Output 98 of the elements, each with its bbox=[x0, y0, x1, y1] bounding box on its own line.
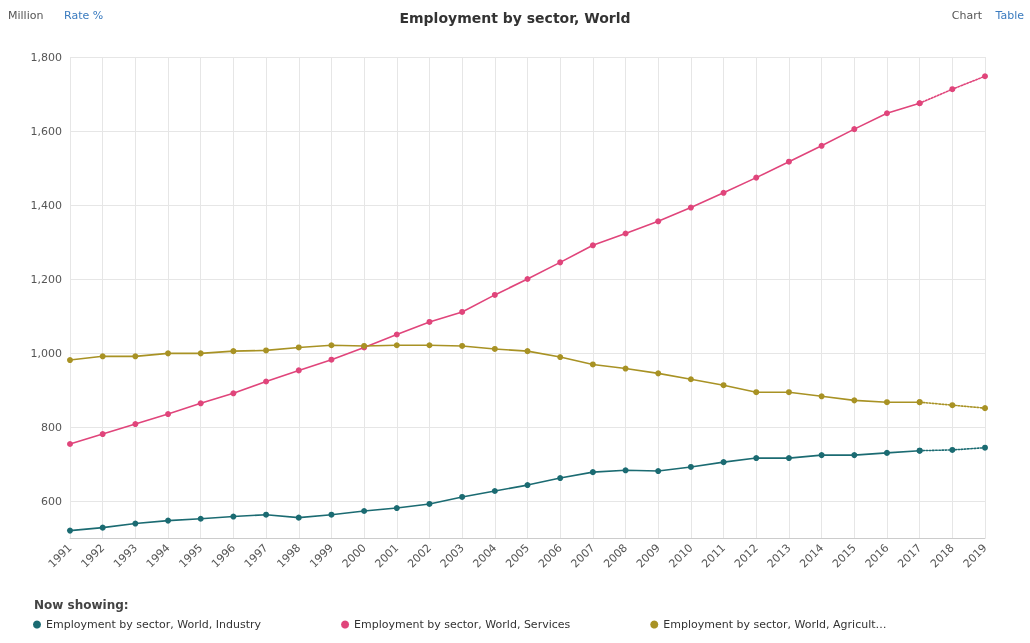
point bbox=[263, 378, 270, 385]
point bbox=[851, 397, 858, 404]
point bbox=[818, 452, 825, 459]
point bbox=[589, 361, 596, 368]
point bbox=[328, 342, 335, 349]
point bbox=[393, 505, 400, 512]
point bbox=[687, 376, 694, 383]
point bbox=[949, 402, 956, 409]
point bbox=[165, 411, 172, 418]
point bbox=[883, 399, 890, 406]
point bbox=[655, 370, 662, 377]
point bbox=[720, 382, 727, 389]
point bbox=[197, 515, 204, 522]
point bbox=[165, 350, 172, 357]
point bbox=[753, 455, 760, 462]
point bbox=[687, 463, 694, 470]
chart-title: Employment by sector, World bbox=[399, 10, 631, 26]
y-tick-label: 1,800 bbox=[30, 50, 62, 64]
point bbox=[818, 393, 825, 400]
point bbox=[818, 142, 825, 149]
point bbox=[230, 348, 237, 355]
point bbox=[361, 507, 368, 514]
point bbox=[949, 86, 956, 93]
point bbox=[655, 218, 662, 225]
legend-title: Now showing: bbox=[34, 598, 129, 612]
point bbox=[491, 488, 498, 495]
point bbox=[230, 513, 237, 520]
point bbox=[295, 344, 302, 351]
point bbox=[720, 189, 727, 196]
point bbox=[197, 350, 204, 357]
point bbox=[785, 389, 792, 396]
point bbox=[982, 73, 988, 80]
point bbox=[165, 517, 172, 524]
point bbox=[785, 455, 792, 462]
point bbox=[67, 441, 73, 448]
point bbox=[99, 524, 106, 531]
point bbox=[99, 353, 106, 360]
point bbox=[883, 110, 890, 117]
point bbox=[459, 342, 466, 349]
point bbox=[524, 276, 531, 282]
text: Table bbox=[994, 9, 1025, 22]
y-tick-label: 1,000 bbox=[30, 346, 62, 360]
point bbox=[622, 365, 629, 372]
point bbox=[263, 347, 270, 354]
point bbox=[851, 452, 858, 459]
point bbox=[393, 342, 400, 349]
point bbox=[589, 469, 596, 476]
text: Rate % bbox=[64, 9, 104, 22]
y-tick-label: 1,400 bbox=[30, 198, 62, 212]
point bbox=[982, 444, 988, 451]
point bbox=[426, 500, 433, 507]
point bbox=[557, 354, 564, 361]
point bbox=[622, 230, 629, 237]
y-tick-label: 1,200 bbox=[30, 272, 62, 286]
point bbox=[132, 421, 139, 428]
point bbox=[524, 348, 531, 355]
legend-label: Employment by sector, World, Industry bbox=[46, 618, 262, 631]
point bbox=[263, 511, 270, 518]
point bbox=[785, 158, 792, 165]
point bbox=[687, 204, 694, 211]
point bbox=[393, 331, 400, 338]
point bbox=[328, 511, 335, 518]
point bbox=[655, 468, 662, 475]
point bbox=[720, 459, 727, 466]
point bbox=[589, 242, 596, 249]
text: Chart bbox=[951, 9, 983, 22]
point bbox=[459, 493, 466, 500]
point bbox=[426, 318, 433, 325]
point bbox=[67, 357, 73, 364]
legend-label: Employment by sector, World, Agricult… bbox=[663, 618, 887, 631]
point bbox=[753, 389, 760, 396]
point bbox=[132, 353, 139, 360]
point bbox=[67, 527, 73, 534]
point bbox=[197, 400, 204, 407]
point bbox=[295, 367, 302, 374]
point bbox=[230, 390, 237, 397]
y-tick-label: 600 bbox=[41, 494, 62, 508]
point bbox=[328, 356, 335, 363]
point bbox=[132, 520, 139, 527]
legend-label: Employment by sector, World, Services bbox=[354, 618, 571, 631]
point bbox=[99, 431, 106, 438]
point bbox=[459, 308, 466, 315]
y-tick-label: 1,600 bbox=[30, 124, 62, 138]
point bbox=[982, 405, 988, 412]
point bbox=[883, 449, 890, 456]
text: Million bbox=[8, 9, 44, 22]
point bbox=[491, 345, 498, 352]
y-tick-label: 800 bbox=[41, 420, 62, 434]
point bbox=[557, 475, 564, 482]
point bbox=[949, 446, 956, 453]
point bbox=[622, 467, 629, 474]
point bbox=[557, 259, 564, 266]
point bbox=[851, 126, 858, 133]
point bbox=[491, 291, 498, 298]
point bbox=[426, 342, 433, 349]
point bbox=[524, 482, 531, 489]
point bbox=[753, 174, 760, 181]
point bbox=[295, 514, 302, 521]
